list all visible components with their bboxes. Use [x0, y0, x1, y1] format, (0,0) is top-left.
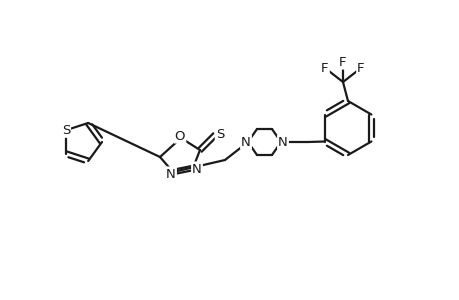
Text: F: F	[357, 61, 364, 74]
Text: N: N	[278, 136, 287, 148]
Text: N: N	[241, 136, 250, 148]
Text: F: F	[339, 56, 346, 68]
Text: N: N	[192, 163, 202, 176]
Text: N: N	[166, 167, 175, 181]
Text: S: S	[62, 124, 70, 137]
Text: S: S	[215, 128, 224, 140]
Text: F: F	[320, 61, 328, 74]
Text: O: O	[174, 130, 185, 142]
